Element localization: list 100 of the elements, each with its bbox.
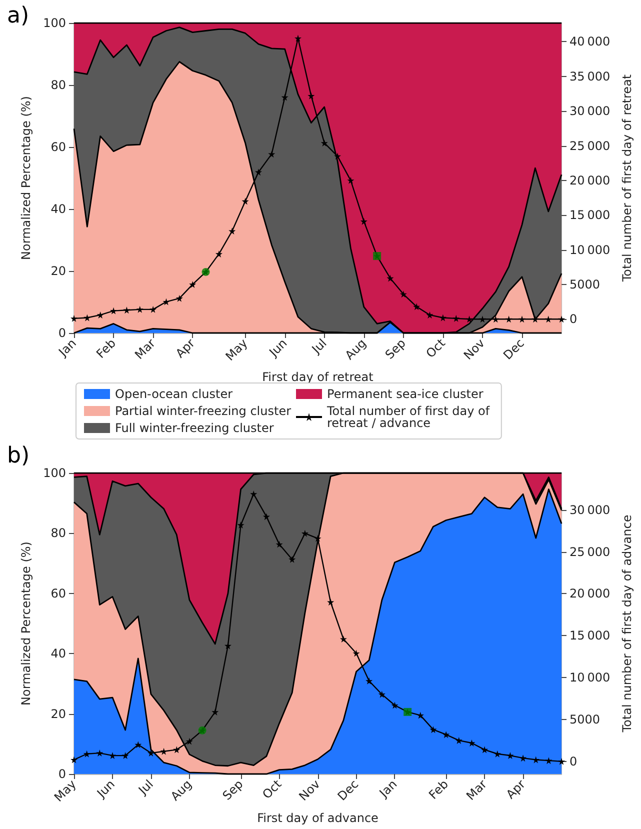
point — [400, 290, 407, 298]
point — [360, 218, 368, 225]
y2-tick-label: 5000 — [570, 277, 600, 292]
y2-tick-label: 30 000 — [570, 104, 610, 118]
y2-tick-label: 25 000 — [570, 138, 610, 153]
x-tick-label: Feb — [94, 336, 118, 361]
y2-tick-label: 0 — [570, 312, 578, 326]
point — [544, 316, 552, 323]
chart-title: b) — [7, 444, 30, 468]
point — [455, 736, 462, 744]
y-tick-label: 100 — [43, 16, 66, 30]
point — [84, 314, 91, 322]
point — [545, 757, 552, 764]
point — [558, 316, 566, 323]
y2-tick-label: 10 000 — [570, 670, 610, 685]
x-tick-label: Jun — [266, 336, 290, 360]
y-tick-label: 60 — [50, 586, 66, 600]
point — [494, 750, 501, 758]
legend-label: Permanent sea-ice cluster — [327, 387, 484, 401]
point — [505, 316, 512, 323]
point — [212, 708, 219, 716]
point — [242, 198, 249, 205]
point — [314, 534, 322, 542]
point — [134, 741, 142, 748]
point — [176, 294, 183, 302]
x-tick-label: Apr — [172, 336, 198, 361]
y2-tick-label: 10 000 — [570, 242, 610, 257]
point — [481, 746, 488, 754]
y-tick-label: 80 — [50, 78, 66, 92]
point — [96, 311, 104, 318]
point — [347, 176, 354, 184]
y2-axis-title: Total number of first day of advance — [620, 514, 634, 734]
point — [416, 712, 424, 719]
point — [122, 752, 129, 760]
point — [150, 306, 157, 313]
point — [426, 311, 434, 318]
point — [288, 556, 296, 563]
point — [237, 521, 244, 528]
point — [518, 316, 526, 323]
point — [254, 168, 262, 176]
point — [294, 34, 302, 42]
point — [110, 307, 118, 314]
legend-label: Full winter-freezing cluster — [115, 421, 274, 435]
legend-label: Open-ocean cluster — [115, 387, 233, 401]
x-tick-label: Dec — [500, 336, 527, 362]
y2-tick-label: 20 000 — [570, 586, 610, 601]
point — [386, 274, 394, 282]
x-tick-label: Jul — [308, 336, 330, 357]
point — [320, 139, 328, 146]
point — [308, 92, 315, 100]
point — [215, 250, 222, 258]
x-tick-label: Dec — [334, 777, 362, 804]
point — [478, 316, 486, 323]
x-tick-label: Nov — [460, 336, 488, 362]
x-axis-title: First day of retreat — [262, 370, 374, 384]
point — [439, 314, 446, 322]
x-tick-label: Jun — [94, 777, 118, 801]
x-tick-label: Jan — [376, 777, 400, 801]
point — [83, 750, 90, 758]
point — [96, 750, 104, 757]
point — [366, 677, 373, 684]
x-tick-label: Apr — [503, 777, 528, 802]
y-tick-label: 100 — [43, 466, 66, 480]
x-tick-label: Nov — [296, 777, 323, 804]
point — [70, 756, 78, 764]
point — [430, 726, 437, 734]
y-tick-label: 40 — [50, 202, 66, 216]
x-tick-label: Oct — [260, 776, 284, 802]
point — [520, 754, 527, 762]
point — [452, 314, 460, 322]
chart-title: a) — [7, 4, 30, 28]
x-tick-label: Sep — [220, 777, 246, 803]
point — [506, 752, 514, 760]
point — [532, 316, 539, 323]
x-tick-label: Oct — [423, 336, 448, 361]
x-tick-label: Feb — [426, 777, 452, 802]
point — [468, 739, 476, 746]
y2-tick-label: 30 000 — [570, 502, 610, 517]
point — [492, 316, 500, 323]
point — [70, 314, 78, 322]
point — [147, 750, 154, 757]
point — [327, 598, 334, 606]
point — [413, 303, 420, 310]
x-tick-label: Mar — [464, 777, 490, 803]
y-tick-label: 0 — [58, 767, 66, 781]
y-tick-label: 20 — [50, 706, 66, 721]
point — [281, 94, 288, 101]
legend-label: Total number of first day of retreat / advance — [326, 404, 494, 430]
point — [250, 490, 258, 498]
point — [391, 702, 398, 709]
x-tick-label: Mar — [132, 336, 158, 362]
x-tick-label: Jul — [135, 777, 156, 798]
y-tick-label: 20 — [50, 264, 66, 278]
point — [186, 738, 193, 745]
point — [262, 513, 270, 520]
point — [558, 758, 566, 765]
y2-tick-label: 15 000 — [570, 628, 610, 643]
y2-tick-label: 15 000 — [570, 208, 610, 222]
point — [123, 306, 130, 314]
y2-tick-label: 20 000 — [570, 173, 610, 188]
